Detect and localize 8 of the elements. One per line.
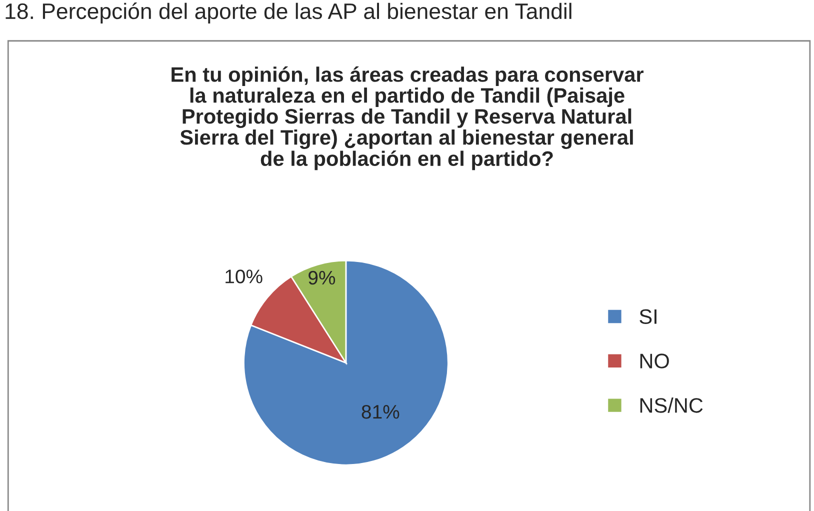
data-label: 9% [308, 270, 336, 285]
legend-label: NO [640, 354, 669, 368]
legend-label: SI [640, 309, 656, 324]
chart-title: En tu opinión, las áreas creadas para conservar la naturaleza en el partido de Tandil (Paisaje Protegido Sierras de Tandil y Reserva Natural Sierra del Tigre) ¿aportan al bienestar general de la población en el partido? [172, 66, 644, 170]
legend-label: NS/NC [640, 398, 703, 413]
data-label: 10% [226, 270, 262, 284]
data-label: 81% [362, 404, 400, 419]
text: 18. Percepción del aporte de las AP al bienestar en Tandil [6, 2, 572, 24]
